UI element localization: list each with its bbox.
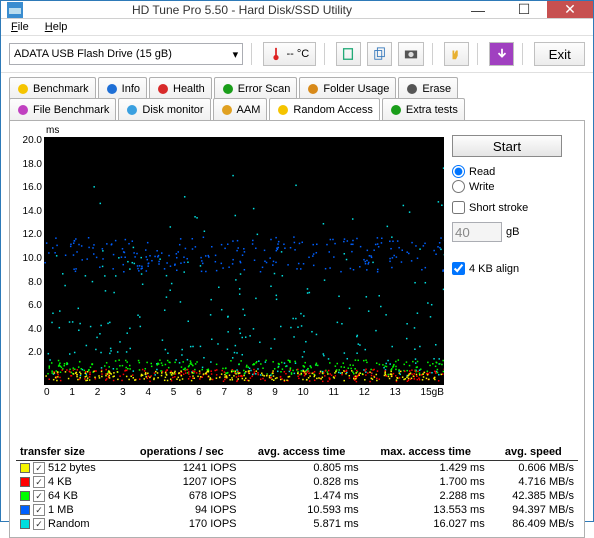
- table-row: ✓64 KB678 IOPS1.474 ms2.288 ms42.385 MB/…: [16, 489, 578, 503]
- close-button[interactable]: ✕: [547, 1, 593, 18]
- tab-erase[interactable]: Erase: [398, 77, 458, 99]
- toolbar: ADATA USB Flash Drive (15 gB) ▾ -- °C Ex…: [1, 36, 593, 73]
- chart-area: ms 20.018.016.014.012.010.08.06.04.02.0 …: [16, 127, 444, 398]
- menu-file[interactable]: File: [5, 19, 35, 35]
- table-row: ✓1 MB94 IOPS10.593 ms13.553 ms94.397 MB/…: [16, 503, 578, 517]
- tab-disk-monitor[interactable]: Disk monitor: [118, 98, 210, 120]
- menu-help[interactable]: Help: [39, 19, 74, 35]
- side-panel: Start Read Write Short stroke gB 4 KB al…: [452, 127, 562, 398]
- tab-icon: [405, 82, 419, 96]
- save-button[interactable]: [489, 42, 514, 66]
- copy-screenshot-button[interactable]: [367, 42, 392, 66]
- tab-aam[interactable]: AAM: [213, 98, 268, 120]
- copy-icon: [373, 47, 387, 61]
- tab-icon: [306, 82, 320, 96]
- temperature-value: -- °C: [286, 48, 309, 60]
- tab-icon: [105, 82, 119, 96]
- table-row: ✓4 KB1207 IOPS0.828 ms1.700 ms4.716 MB/s: [16, 475, 578, 489]
- scatter-svg: [44, 137, 444, 385]
- y-axis-labels: 20.018.016.014.012.010.08.06.04.02.0: [16, 135, 42, 383]
- radio-write[interactable]: Write: [452, 180, 562, 193]
- tab-icon: [389, 103, 403, 117]
- tab-icon: [220, 103, 234, 117]
- y-axis-unit: ms: [46, 125, 59, 136]
- tab-icon: [125, 103, 139, 117]
- titlebar: HD Tune Pro 5.50 - Hard Disk/SSD Utility…: [1, 1, 593, 19]
- tab-panel-random-access: ms 20.018.016.014.012.010.08.06.04.02.0 …: [9, 120, 585, 538]
- tab-icon: [156, 82, 170, 96]
- short-stroke-unit: gB: [506, 226, 519, 238]
- tab-info[interactable]: Info: [98, 77, 147, 99]
- tab-folder-usage[interactable]: Folder Usage: [299, 77, 396, 99]
- chevron-down-icon: ▾: [233, 48, 239, 61]
- app-icon: [7, 2, 23, 18]
- save-screenshot-button[interactable]: [398, 42, 423, 66]
- table-row: ✓Random170 IOPS5.871 ms16.027 ms86.409 M…: [16, 517, 578, 531]
- drive-select-value: ADATA USB Flash Drive (15 gB): [14, 48, 172, 60]
- arrow-down-icon: [495, 47, 509, 61]
- copy-info-button[interactable]: [336, 42, 361, 66]
- checkbox-short-stroke[interactable]: Short stroke: [452, 201, 562, 214]
- start-button[interactable]: Start: [452, 135, 562, 157]
- tabs-area: BenchmarkInfoHealthError ScanFolder Usag…: [1, 73, 593, 538]
- temperature-display[interactable]: -- °C: [263, 42, 316, 66]
- window-title: HD Tune Pro 5.50 - Hard Disk/SSD Utility: [29, 3, 455, 17]
- tab-benchmark[interactable]: Benchmark: [9, 77, 96, 99]
- short-stroke-value[interactable]: [452, 222, 502, 242]
- x-axis-labels: 01234567891011121315gB: [44, 385, 444, 398]
- tab-random-access[interactable]: Random Access: [269, 98, 379, 120]
- radio-read[interactable]: Read: [452, 165, 562, 178]
- maximize-button[interactable]: ☐: [501, 1, 547, 18]
- minimize-button[interactable]: —: [455, 1, 501, 18]
- tab-icon: [276, 103, 290, 117]
- scatter-chart: [44, 137, 444, 385]
- tab-error-scan[interactable]: Error Scan: [214, 77, 298, 99]
- tab-icon: [16, 82, 30, 96]
- exit-button[interactable]: Exit: [534, 42, 585, 66]
- options-button[interactable]: [444, 42, 469, 66]
- thermometer-icon: [269, 47, 283, 61]
- app-window: HD Tune Pro 5.50 - Hard Disk/SSD Utility…: [0, 0, 594, 522]
- camera-icon: [404, 47, 418, 61]
- results-table: transfer sizeoperations / secavg. access…: [16, 444, 578, 531]
- hand-icon: [449, 47, 463, 61]
- checkbox-4kb-align[interactable]: 4 KB align: [452, 262, 562, 275]
- table-row: ✓512 bytes1241 IOPS0.805 ms1.429 ms0.606…: [16, 461, 578, 476]
- tab-icon: [221, 82, 235, 96]
- tab-icon: [16, 103, 30, 117]
- menubar: File Help: [1, 19, 593, 36]
- tab-extra-tests[interactable]: Extra tests: [382, 98, 465, 120]
- tab-file-benchmark[interactable]: File Benchmark: [9, 98, 116, 120]
- tab-health[interactable]: Health: [149, 77, 212, 99]
- clipboard-icon: [341, 47, 355, 61]
- drive-select[interactable]: ADATA USB Flash Drive (15 gB) ▾: [9, 43, 243, 65]
